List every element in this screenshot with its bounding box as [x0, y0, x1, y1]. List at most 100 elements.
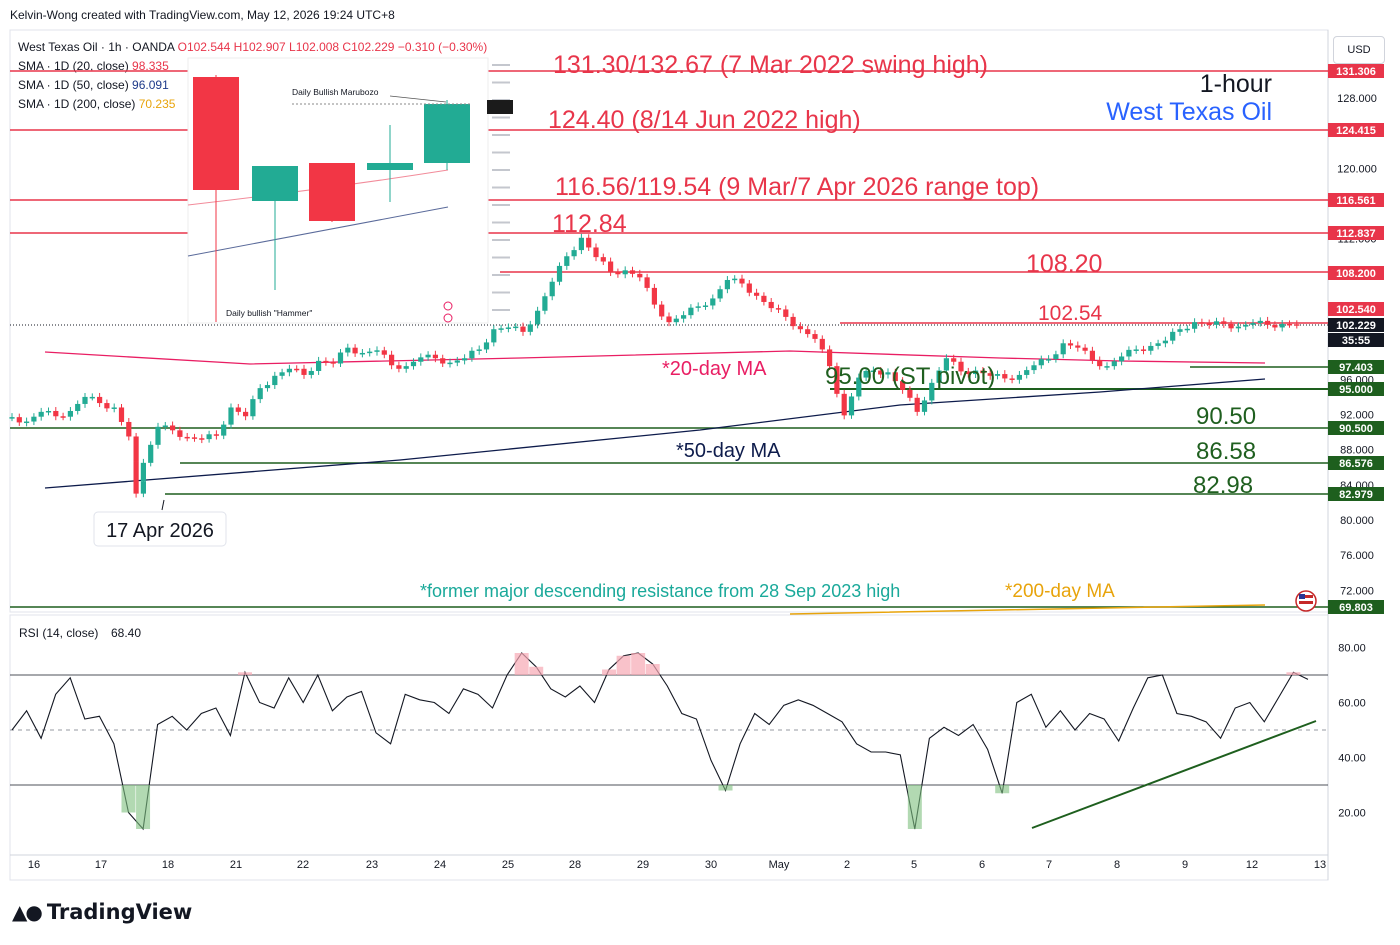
candle-body: [133, 461, 139, 494]
time-tick-label: 13: [1314, 859, 1326, 871]
candle-body: [38, 411, 44, 417]
price-tick-label: 92.000: [1340, 410, 1374, 422]
time-tick-label: 18: [162, 859, 174, 871]
candle-body: [710, 298, 716, 306]
time-tick-label: 16: [28, 859, 40, 871]
date-callout: 17 Apr 2026: [106, 520, 214, 542]
inset-tick-mark: [492, 186, 510, 189]
candle-body: [761, 295, 767, 302]
ma50-line[interactable]: [44, 378, 1266, 489]
candle-body: [578, 237, 584, 251]
rsi-line[interactable]: [11, 652, 1309, 831]
candle-body: [133, 436, 139, 462]
candle-body: [775, 308, 782, 310]
candle-body: [1031, 365, 1037, 371]
price-badge: [1328, 302, 1384, 316]
time-tick-label: 12: [1246, 859, 1258, 871]
candle-body: [1286, 323, 1293, 326]
candle-body: [1272, 324, 1278, 328]
candle-body: [812, 334, 818, 339]
candle-body: [60, 416, 66, 418]
price-badge: [1328, 226, 1384, 240]
candle-body: [454, 360, 460, 363]
price-axis-ticks[interactable]: 128.000 120.000 112.000 104.000 96.000 92.000…: [1337, 93, 1377, 597]
symbol-name[interactable]: West Texas Oil · 1h · OANDA: [18, 40, 175, 54]
legend-sma200-row[interactable]: SMA · 1D (200, close) 70.235: [18, 95, 487, 114]
candle-body: [841, 393, 847, 416]
candle-body: [97, 396, 103, 404]
candle-body: [739, 278, 745, 284]
candle-body: [600, 257, 606, 262]
candle-body: [418, 357, 424, 362]
time-tick-label: 29: [637, 859, 649, 871]
price-badge: [1328, 421, 1384, 435]
candle-body: [1126, 349, 1132, 357]
candle-body: [1053, 354, 1059, 360]
inset-price-badge: [487, 100, 513, 114]
label-former-resistance: *former major descending resistance from…: [420, 581, 900, 601]
ma200-line[interactable]: [789, 604, 1266, 615]
label-level-108: 108.20: [1026, 250, 1102, 278]
candle-body: [1162, 340, 1168, 344]
candle-body: [301, 368, 307, 375]
candle-body: [250, 399, 256, 417]
candle-body: [987, 373, 993, 376]
candle-body: [732, 278, 738, 281]
candle-body: [1075, 345, 1081, 348]
candle-body: [702, 305, 709, 307]
candle-body: [24, 421, 30, 424]
price-badge-label: 35:55: [1342, 335, 1370, 347]
candle-body: [1279, 323, 1285, 328]
candle-body: [936, 370, 942, 383]
candle-body: [403, 366, 409, 369]
tradingview-logo[interactable]: ▲● TradingView: [12, 900, 192, 924]
candle-body: [637, 273, 643, 278]
price-badge: [1328, 382, 1384, 396]
legend-sma50-row[interactable]: SMA · 1D (50, close) 96.091: [18, 76, 487, 95]
inset-marker-icon: [443, 313, 453, 323]
candle-body: [381, 350, 387, 355]
label-level-82: 82.98: [1193, 472, 1253, 499]
candle-body: [264, 385, 271, 389]
time-tick-label: 9: [1182, 859, 1188, 871]
sma50-value: 96.091: [132, 78, 169, 92]
candle-body: [410, 361, 417, 367]
currency-button[interactable]: USD: [1333, 36, 1385, 64]
price-tick-label: 88.000: [1340, 445, 1374, 457]
price-tick-label: 84.000: [1340, 480, 1374, 492]
rsi-label[interactable]: RSI (14, close): [19, 626, 98, 640]
candle-body: [827, 349, 833, 367]
candle-body: [235, 407, 241, 412]
legend-sma20-row[interactable]: SMA · 1D (20, close) 98.335: [18, 57, 487, 76]
chart-header: Kelvin-Wong created with TradingView.com…: [10, 8, 395, 22]
date-callout-pointer: [161, 499, 165, 511]
candle-body: [148, 444, 154, 463]
price-tick-label: 112.000: [1338, 234, 1377, 246]
candle-body: [345, 347, 351, 353]
price-badge: [1328, 64, 1384, 78]
time-axis-ticks[interactable]: 16 17 18 21 22 23 24 25 28 29 30 May 2 5 6 7 8 9 12 13: [28, 859, 1326, 871]
time-tick-label: 6: [979, 859, 985, 871]
candle-body: [1024, 370, 1030, 375]
us-flag-icon[interactable]: [1295, 590, 1317, 612]
price-tick-label: 128.000: [1337, 93, 1377, 105]
candle-body: [1067, 343, 1074, 346]
candle-body: [973, 370, 979, 375]
inset-marker-icon: [443, 301, 453, 311]
rsi-tick-label: 80.00: [1338, 643, 1366, 655]
candle-body: [659, 304, 665, 317]
candle-body: [527, 324, 533, 332]
candle-body: [1148, 345, 1154, 351]
candle-body: [1104, 366, 1110, 368]
candle-body: [754, 292, 760, 296]
candle-body: [82, 396, 88, 404]
price-badge: [1328, 123, 1384, 137]
candle-body: [929, 382, 935, 401]
ma20-line[interactable]: [44, 350, 1266, 365]
price-badge-label: 112.837: [1336, 228, 1375, 240]
candle-body: [191, 437, 198, 439]
date-callout-box: [93, 511, 227, 547]
inset-candle-down: [309, 163, 355, 221]
rsi-trendline: [1031, 720, 1317, 829]
time-tick-label: 25: [502, 859, 514, 871]
